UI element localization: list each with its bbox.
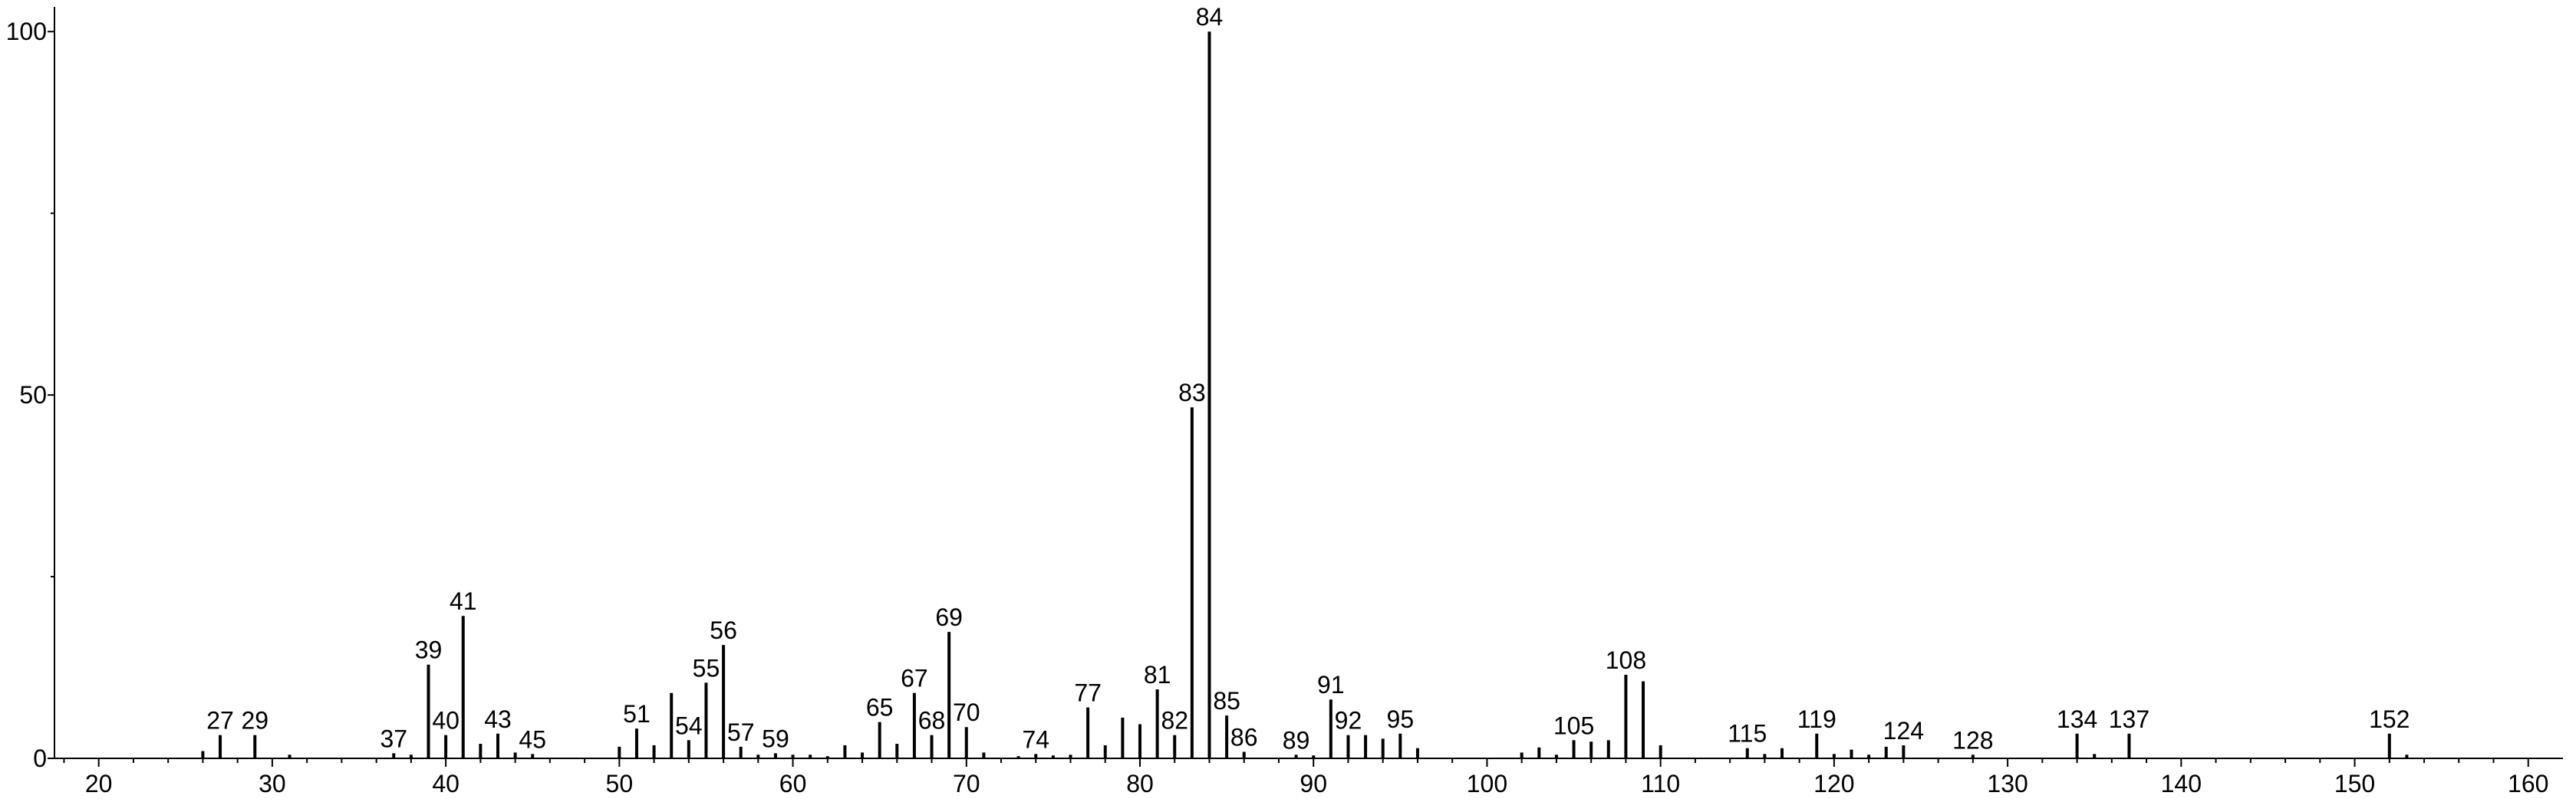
peak-label: 40 bbox=[432, 707, 460, 735]
x-tick-label: 80 bbox=[1126, 770, 1154, 797]
peak-label: 95 bbox=[1387, 705, 1415, 733]
peak-label: 59 bbox=[762, 725, 789, 752]
peak-label: 43 bbox=[484, 705, 512, 733]
x-tick-label: 110 bbox=[1641, 770, 1680, 797]
x-tick-label: 90 bbox=[1300, 770, 1327, 797]
peak-label: 152 bbox=[2369, 705, 2410, 733]
y-tick-label: 50 bbox=[19, 381, 47, 409]
peak-label: 108 bbox=[1606, 646, 1646, 674]
peak-label: 37 bbox=[380, 725, 407, 752]
peak-label: 89 bbox=[1283, 726, 1310, 754]
peak-label: 27 bbox=[206, 707, 234, 735]
x-tick-label: 100 bbox=[1467, 770, 1507, 797]
peak-label: 115 bbox=[1728, 720, 1767, 748]
peak-label: 41 bbox=[450, 587, 477, 615]
peak-label: 74 bbox=[1022, 725, 1049, 753]
x-tick-label: 50 bbox=[606, 770, 634, 797]
peak-label: 105 bbox=[1553, 712, 1594, 739]
peak-label: 57 bbox=[727, 718, 755, 746]
peak-label: 85 bbox=[1213, 687, 1240, 715]
peak-label: 55 bbox=[693, 654, 720, 682]
peak-label: 77 bbox=[1074, 679, 1102, 707]
x-tick-label: 140 bbox=[2161, 770, 2202, 797]
peak-label: 51 bbox=[623, 700, 651, 728]
peak-label: 67 bbox=[901, 665, 928, 692]
x-tick-label: 70 bbox=[953, 770, 980, 797]
peak-label: 29 bbox=[241, 707, 268, 735]
y-tick-label: 0 bbox=[33, 745, 47, 772]
peak-label: 92 bbox=[1335, 707, 1362, 735]
x-tick-label: 150 bbox=[2334, 770, 2375, 797]
x-tick-label: 40 bbox=[432, 770, 460, 797]
peak-label: 56 bbox=[710, 617, 737, 644]
peak-label: 119 bbox=[1797, 705, 1836, 733]
peak-label: 86 bbox=[1230, 723, 1258, 751]
x-tick-label: 130 bbox=[1987, 770, 2028, 797]
x-tick-label: 60 bbox=[779, 770, 807, 797]
y-tick-label: 100 bbox=[6, 18, 47, 45]
peak-label: 84 bbox=[1196, 3, 1224, 31]
peak-label: 45 bbox=[519, 725, 546, 753]
x-tick-label: 120 bbox=[1813, 770, 1854, 797]
x-tick-label: 30 bbox=[259, 770, 286, 797]
peak-label: 128 bbox=[1952, 726, 1993, 754]
x-tick-label: 20 bbox=[85, 770, 113, 797]
peak-label: 70 bbox=[953, 699, 980, 726]
peak-label: 54 bbox=[675, 712, 703, 739]
peak-label: 124 bbox=[1883, 717, 1924, 745]
peak-label: 68 bbox=[918, 707, 946, 735]
peak-label: 137 bbox=[2109, 705, 2149, 733]
peak-label: 39 bbox=[415, 636, 443, 664]
peak-label: 69 bbox=[935, 603, 963, 631]
peak-label: 134 bbox=[2057, 705, 2097, 733]
peak-label: 81 bbox=[1144, 661, 1171, 689]
peak-label: 91 bbox=[1317, 671, 1345, 699]
peak-label: 65 bbox=[866, 694, 894, 722]
peak-label: 82 bbox=[1161, 707, 1188, 735]
x-tick-label: 160 bbox=[2508, 770, 2548, 797]
peak-label: 83 bbox=[1178, 379, 1206, 406]
